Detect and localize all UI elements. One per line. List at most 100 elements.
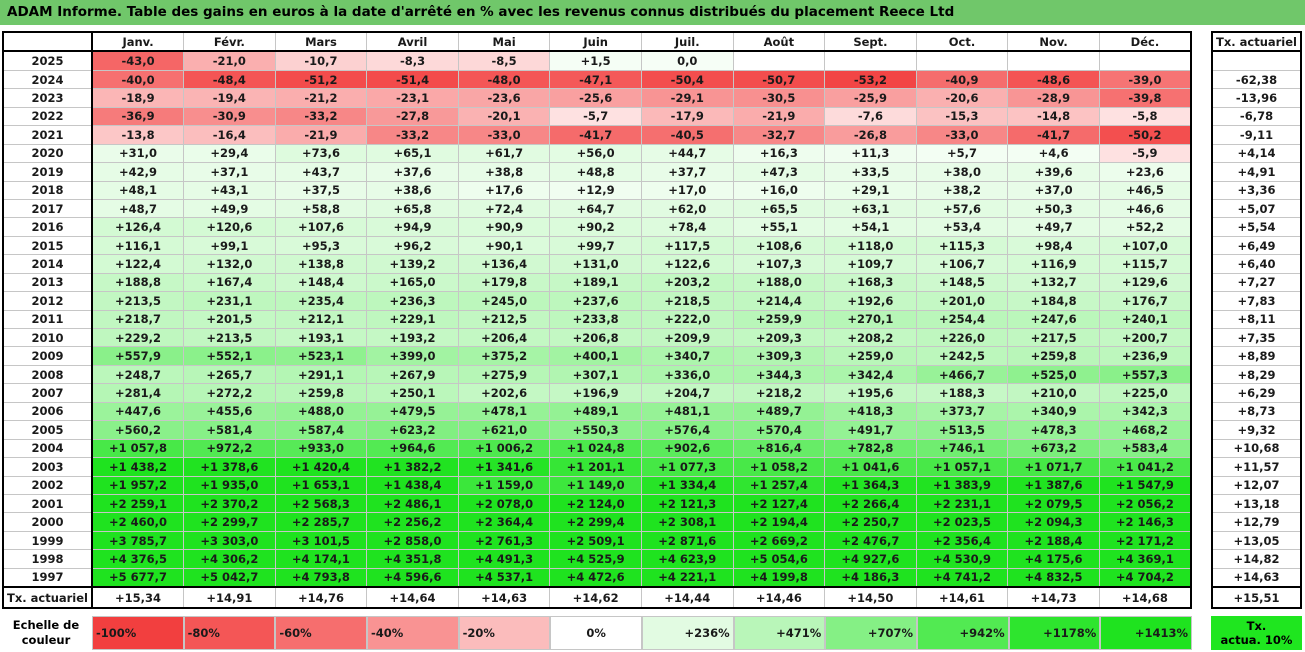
heatmap-cell: +4 174,1 [274, 549, 368, 569]
actuarial-rate-cell: +4,14 [1211, 143, 1302, 164]
heatmap-cell: +2 299,4 [549, 512, 642, 532]
heatmap-cell: +240,1 [1098, 309, 1192, 330]
heatmap-cell: +270,1 [824, 309, 917, 330]
heatmap-cell: +250,1 [366, 383, 459, 403]
heatmap-cell: -41,7 [549, 125, 642, 145]
heatmap-cell: +4 306,2 [183, 549, 276, 569]
heatmap-cell: +214,4 [732, 291, 826, 311]
heatmap-cell: +2 078,0 [457, 493, 551, 514]
heatmap-cell: -51,2 [274, 69, 368, 90]
heatmap-cell: +237,6 [549, 291, 642, 311]
heatmap-cell: +557,9 [91, 346, 185, 366]
heatmap-cell: +816,4 [732, 438, 826, 459]
heatmap-cell: +44,7 [640, 143, 734, 164]
heatmap-cell: +1 077,3 [640, 457, 734, 477]
heatmap-cell: +1 071,7 [1007, 457, 1100, 477]
table-row: 2010 +229,2 +213,5 +193,1 +193,2 +206,4 +206,8… [2, 327, 1192, 348]
actuarial-rate-cell: +14,63 [1211, 567, 1302, 588]
year-label: 1999 [2, 530, 93, 551]
heatmap-cell: +2 124,0 [549, 493, 642, 514]
table-row: 2001 +2 259,1 +2 370,2 +2 568,3 +2 486,1 +2 0… [2, 493, 1192, 514]
heatmap-cell: +61,7 [457, 143, 551, 164]
heatmap-cell: +2 056,2 [1098, 493, 1192, 514]
side-row: +4,91 [1211, 162, 1302, 182]
column-header: Mars [274, 31, 368, 53]
heatmap-cell: +468,2 [1098, 420, 1192, 440]
year-label: 2015 [2, 235, 93, 256]
heatmap-cell: +49,7 [1007, 217, 1100, 237]
heatmap-cell: +2 871,6 [640, 530, 734, 551]
heatmap-cell: -41,7 [1007, 125, 1100, 145]
heatmap-cell: +2 171,2 [1098, 530, 1192, 551]
heatmap-cell [915, 50, 1009, 71]
heatmap-cell: +2 188,4 [1007, 530, 1100, 551]
heatmap-cell: +623,2 [366, 420, 459, 440]
legend-step: +1413% [1100, 616, 1192, 650]
heatmap-cell: +4 199,8 [732, 567, 826, 588]
heatmap-cell: +37,6 [366, 162, 459, 182]
report-title: ADAM Informe. Table des gains en euros à… [0, 0, 1305, 25]
color-scale-label: Echelle de couleur [0, 616, 92, 652]
heatmap-cell: +254,4 [915, 309, 1009, 330]
side-row: -9,11 [1211, 125, 1302, 145]
actuarial-rate-cell: +8,73 [1211, 401, 1302, 422]
heatmap-cell [732, 50, 826, 71]
heatmap-cell: +4 369,1 [1098, 549, 1192, 569]
heatmap-cell: +4 927,6 [824, 549, 917, 569]
heatmap-cell: +23,6 [1098, 162, 1192, 182]
heatmap-cell: +1 420,4 [274, 457, 368, 477]
heatmap-cell: +933,0 [274, 438, 368, 459]
heatmap-cell: +272,2 [183, 383, 276, 403]
heatmap-cell: +201,0 [915, 291, 1009, 311]
heatmap-cell: +488,0 [274, 401, 368, 422]
table-row: 2014 +122,4 +132,0 +138,8 +139,2 +136,4 +131,0… [2, 254, 1192, 274]
heatmap-cell: -33,2 [366, 125, 459, 145]
table-row: 2007 +281,4 +272,2 +259,8 +250,1 +202,6 +196,9… [2, 383, 1192, 403]
legend-step: +1178% [1008, 616, 1101, 650]
legend-step: +236% [642, 616, 734, 650]
heatmap-cell: +96,2 [366, 235, 459, 256]
heatmap-cell: -14,8 [1007, 106, 1100, 127]
actuarial-rate-cell: +13,05 [1211, 530, 1302, 551]
year-label: 2024 [2, 69, 93, 90]
actuarial-rate-cell: +8,89 [1211, 346, 1302, 366]
heatmap-cell: +1 041,2 [1098, 457, 1192, 477]
heatmap-cell: +307,1 [549, 364, 642, 385]
heatmap-cell: +342,4 [824, 364, 917, 385]
total-cell: +14,46 [732, 586, 826, 609]
heatmap-cell: -18,9 [91, 88, 185, 108]
year-label: 2004 [2, 438, 93, 459]
heatmap-cell: +120,6 [183, 217, 276, 237]
side-row: +7,83 [1211, 291, 1302, 311]
header-corner [2, 31, 93, 53]
side-row: +13,05 [1211, 530, 1302, 551]
heatmap-cell: +587,4 [274, 420, 368, 440]
year-label: 2002 [2, 475, 93, 495]
heatmap-cell: -40,0 [91, 69, 185, 90]
total-row: Tx. actuariel +15,34 +14,91 +14,76 +14,64 +14… [2, 586, 1192, 609]
heatmap-cell: +29,1 [824, 180, 917, 200]
legend-step: -100% [92, 616, 184, 650]
table-row: 2003 +1 438,2 +1 378,6 +1 420,4 +1 382,2 +1 3… [2, 457, 1192, 477]
heatmap-cell: -48,0 [457, 69, 551, 90]
heatmap-cell: -27,8 [366, 106, 459, 127]
heatmap-cell: +131,0 [549, 254, 642, 274]
heatmap-cell: +136,4 [457, 254, 551, 274]
heatmap-cell: +523,1 [274, 346, 368, 366]
side-row: +8,11 [1211, 309, 1302, 330]
heatmap-cell: +2 356,4 [915, 530, 1009, 551]
heatmap-cell: +4 351,8 [366, 549, 459, 569]
total-cell: +14,44 [640, 586, 734, 609]
heatmap-cell: -48,4 [183, 69, 276, 90]
heatmap-cell: -21,9 [274, 125, 368, 145]
actuarial-rate-cell: +12,79 [1211, 512, 1302, 532]
column-header: Oct. [915, 31, 1009, 53]
heatmap-cell: +189,1 [549, 272, 642, 293]
actuarial-rate-cell: +3,36 [1211, 180, 1302, 200]
heatmap-cell: +2 266,4 [824, 493, 917, 514]
heatmap-cell: +107,0 [1098, 235, 1192, 256]
heatmap-cell: +203,2 [640, 272, 734, 293]
gains-heatmap-table: Janv. Févr. Mars Avril Mai Juin Juil. Août Sept.… [2, 31, 1192, 610]
heatmap-cell: +1 334,4 [640, 475, 734, 495]
heatmap-cell: +2 121,3 [640, 493, 734, 514]
